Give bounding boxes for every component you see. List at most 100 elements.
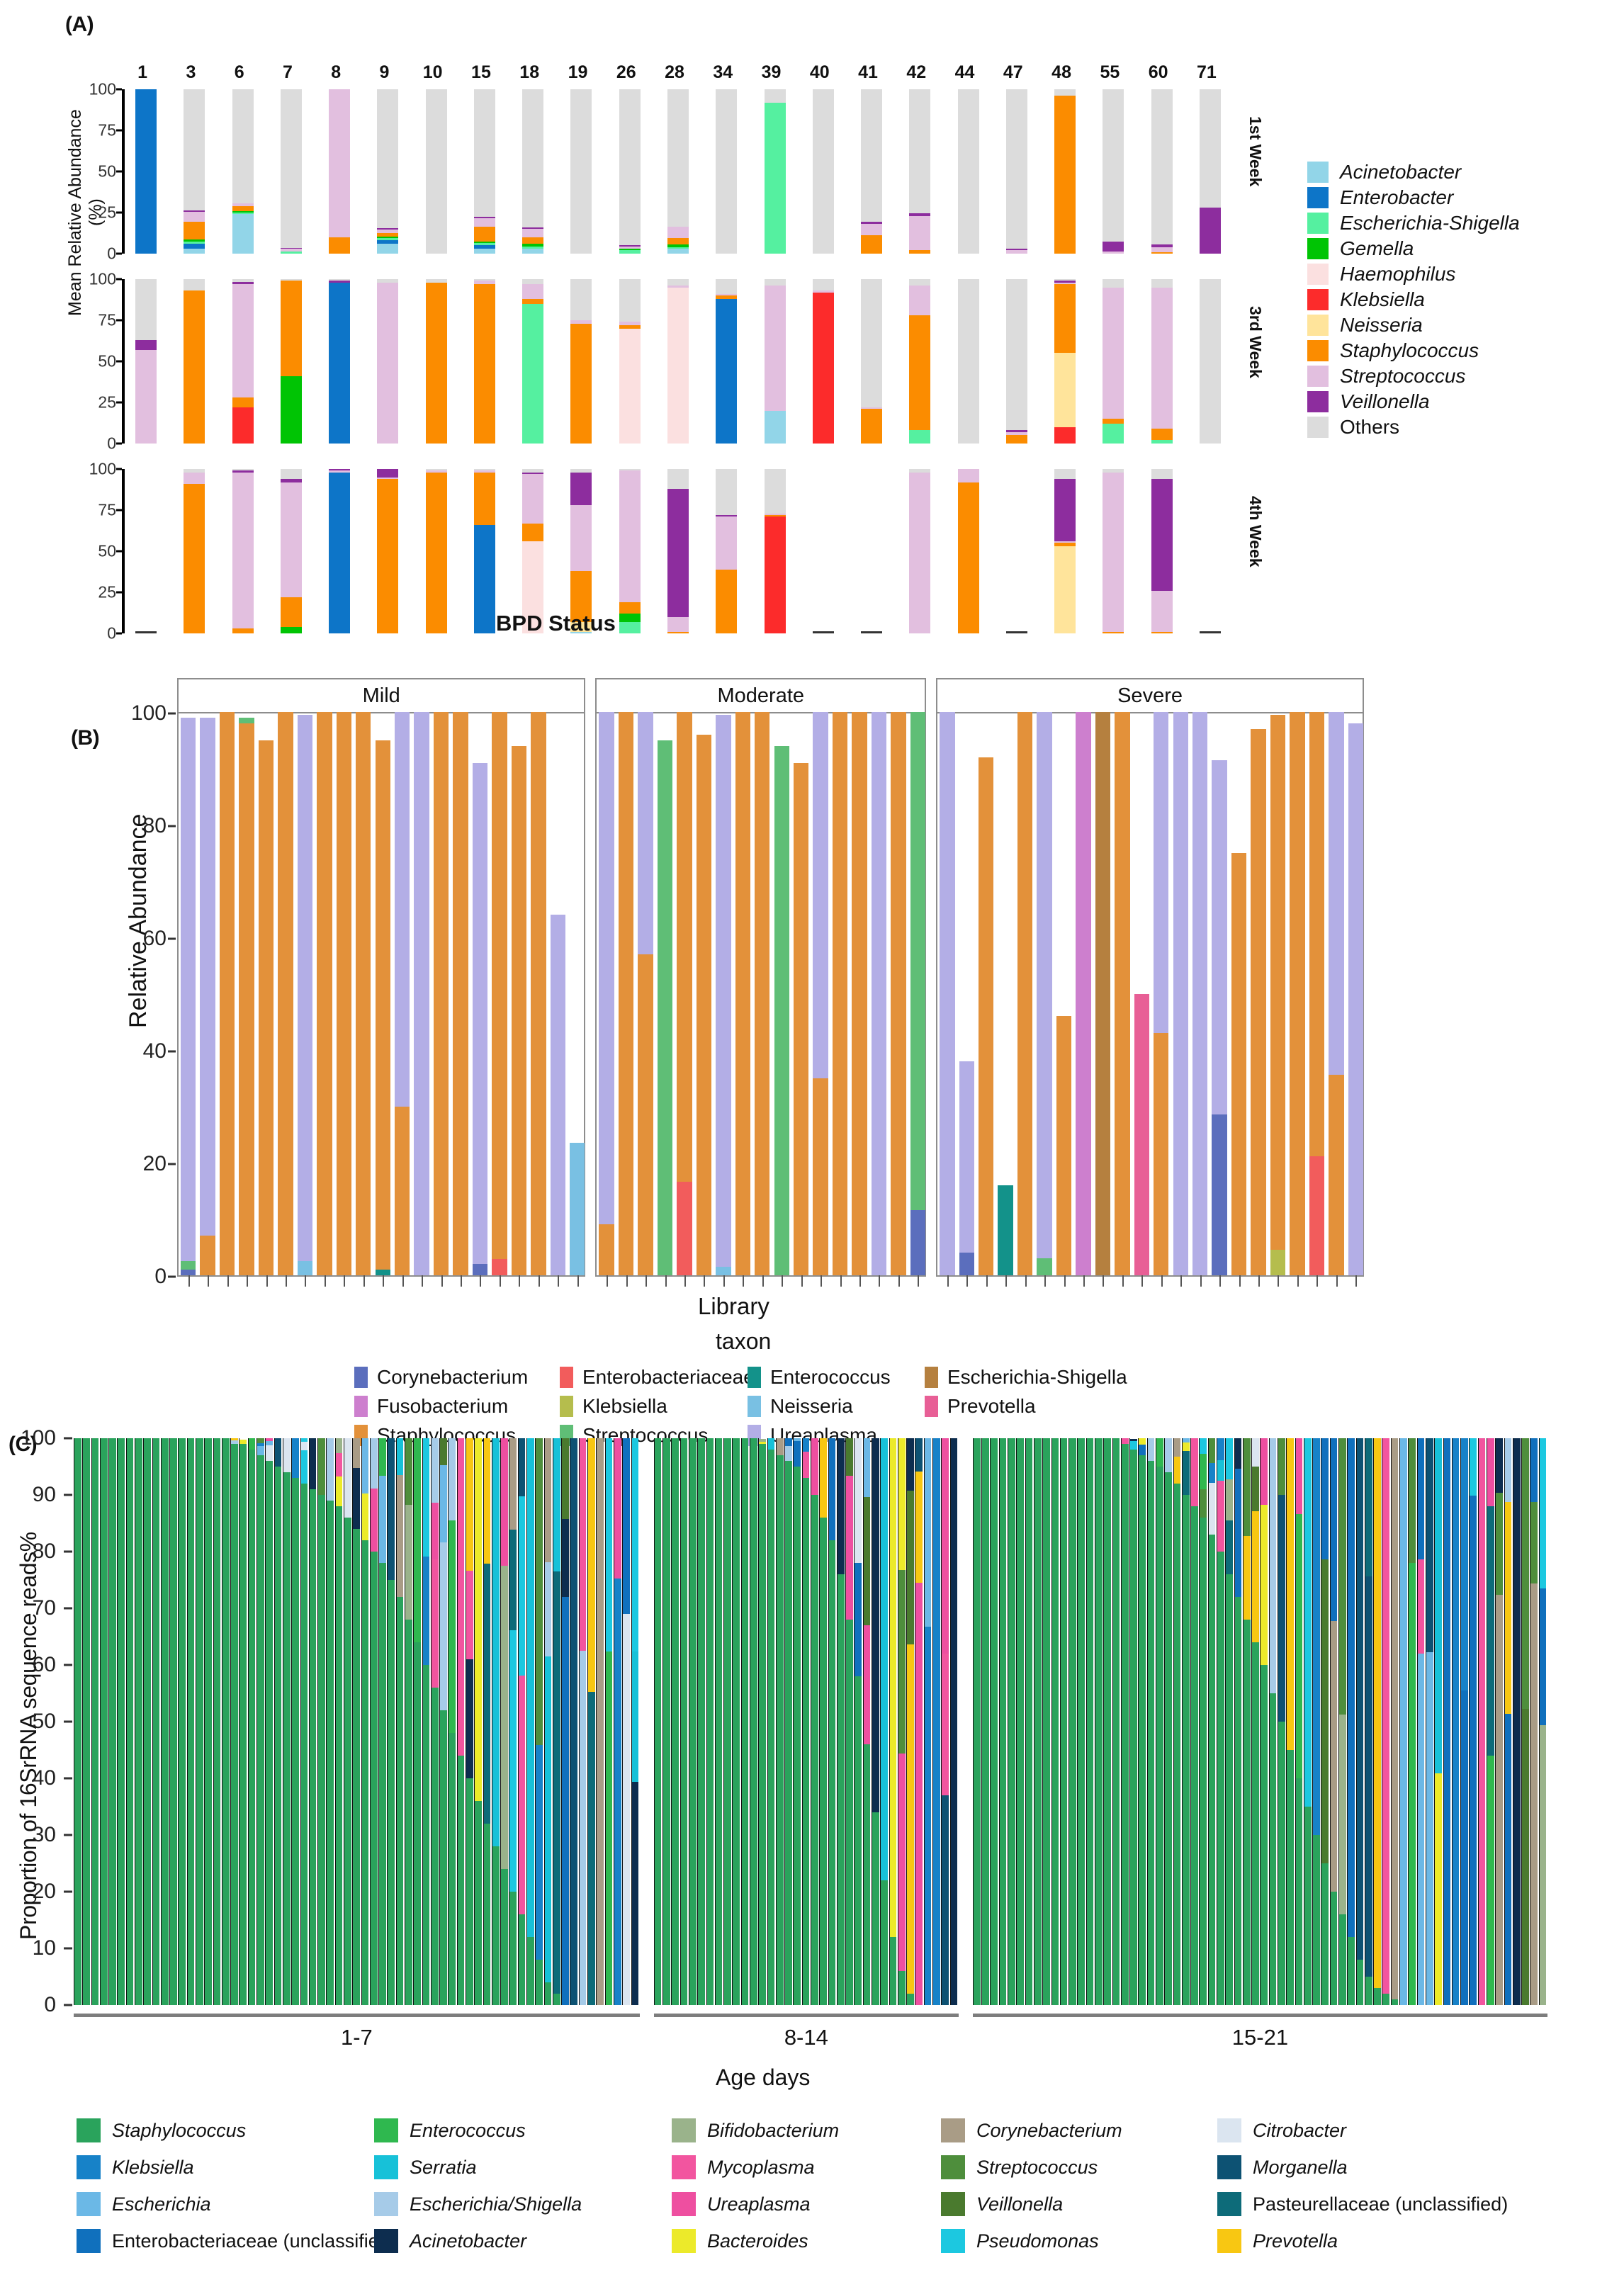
panel-c-bar-segment xyxy=(501,1869,508,2005)
panel-c-stacked-bar xyxy=(413,1438,421,2005)
panel-c-bar-segment xyxy=(680,1438,688,2005)
panel-c-stacked-bar xyxy=(213,1438,221,2005)
panel-a-y-tick-mark xyxy=(116,129,122,132)
panel-a-bar-segment xyxy=(280,247,302,249)
panel-c-bar-segment xyxy=(405,1504,412,1620)
panel-a-bar-segment xyxy=(1151,244,1173,247)
panel-a-stacked-bar xyxy=(667,89,689,254)
panel-c-stacked-bar xyxy=(1199,1438,1207,2005)
panel-c-stacked-bar xyxy=(1469,1438,1477,2005)
panel-c-bar-segment xyxy=(266,1438,274,1441)
panel-c-bar-segment xyxy=(907,1490,914,1644)
panel-c-bar-segment xyxy=(1182,1495,1190,2005)
panel-a-stacked-bar xyxy=(1151,89,1173,254)
panel-c-stacked-bar xyxy=(1077,1438,1086,2005)
panel-c-stacked-bar xyxy=(578,1438,587,2005)
panel-c-stacked-bar xyxy=(543,1438,552,2005)
panel-c-bar-segment xyxy=(872,1438,879,1812)
panel-c-bar-segment xyxy=(544,1562,552,1657)
panel-b-stacked-bar xyxy=(433,712,449,1275)
panel-c-bar-segment xyxy=(1330,1438,1338,1622)
panel-a-stacked-bar xyxy=(570,469,592,633)
panel-c-legend-label: Mycoplasma xyxy=(707,2156,815,2178)
panel-b-bar-segment xyxy=(657,740,673,1275)
panel-a-bar-segment xyxy=(1054,543,1076,547)
panel-a-bar-segment xyxy=(280,482,302,597)
panel-b-legend-item: Enterobacteriaceae xyxy=(560,1366,755,1389)
panel-c-y-tick-mark xyxy=(64,1947,72,1950)
panel-b-bar-segment xyxy=(181,1261,196,1270)
panel-a-bar-segment xyxy=(667,279,689,286)
panel-b-stacked-bar xyxy=(356,712,371,1275)
panel-a-bar-segment xyxy=(329,472,351,633)
panel-a-subject-label: 60 xyxy=(1148,62,1168,82)
panel-c-bar-segment xyxy=(109,1438,116,2005)
panel-b-bar-segment xyxy=(511,745,527,1275)
panel-a-stacked-bar xyxy=(909,89,931,254)
panel-c-stacked-bar xyxy=(897,1438,906,2005)
panel-b-x-tick-mark xyxy=(499,1275,501,1287)
panel-c-bar-segment xyxy=(1539,1725,1547,2005)
panel-c-age-group xyxy=(972,1438,1547,2005)
panel-a-subject-label: 10 xyxy=(422,62,443,82)
panel-c-stacked-bar xyxy=(1059,1438,1068,2005)
panel-a-week-row: 0 25 50 75 100 xyxy=(89,80,1234,263)
panel-c-bar-segment xyxy=(1182,1442,1190,1452)
panel-c-stacked-bar xyxy=(99,1438,108,2005)
panel-b-stacked-bar xyxy=(239,712,254,1275)
panel-c-stacked-bar xyxy=(308,1438,317,2005)
panel-a-legend-item: Klebsiella xyxy=(1307,288,1520,310)
panel-a-bar-segment xyxy=(909,286,931,316)
panel-a-bar-segment xyxy=(1005,431,1027,436)
panel-c-bar-segment xyxy=(257,1438,264,1444)
panel-c-bar-segment xyxy=(1078,1438,1086,2005)
panel-c-bar-segment xyxy=(266,1461,274,2005)
panel-c-bar-segment xyxy=(213,1438,221,2005)
panel-b-x-tick-mark xyxy=(1161,1275,1163,1287)
panel-a-subject-label: 71 xyxy=(1196,62,1217,82)
panel-c-stacked-bar xyxy=(1086,1438,1094,2005)
panel-a-stacked-bar xyxy=(522,279,544,444)
panel-c-bar-segment xyxy=(300,1441,308,1450)
panel-b-bar-segment xyxy=(1134,993,1150,1275)
panel-c-bar-segment xyxy=(1504,1438,1512,1502)
panel-c-bar-segment xyxy=(1530,1583,1538,2005)
panel-b-x-tick-mark xyxy=(1316,1275,1319,1287)
panel-c-stacked-bar xyxy=(587,1438,595,2005)
panel-a-bar-segment xyxy=(425,472,447,633)
panel-c-bar-segment xyxy=(1200,1438,1207,1455)
panel-c-stacked-bar xyxy=(906,1438,914,2005)
panel-c-bar-segment xyxy=(1321,1438,1329,1560)
panel-c-bar-segment xyxy=(794,1438,801,1442)
panel-a-bar-segment xyxy=(1054,546,1076,633)
panel-a-bar-segment xyxy=(909,89,931,214)
panel-a-bar-segment xyxy=(570,320,592,324)
panel-a-bar-segment xyxy=(280,89,302,248)
panel-a-y-tick-mark xyxy=(116,211,122,214)
panel-b-facet-plot xyxy=(179,712,585,1287)
panel-c-bar-segment xyxy=(785,1446,792,1461)
panel-a-bar-segment xyxy=(667,89,689,227)
panel-b-x-tick-mark xyxy=(947,1275,949,1287)
panel-b-x-tick-mark xyxy=(324,1275,326,1287)
panel-a-bar-segment xyxy=(619,249,641,251)
panel-a-stacked-bar xyxy=(135,469,157,633)
panel-c-bar-segment xyxy=(802,1452,810,1478)
panel-a-stacked-bar xyxy=(1151,279,1173,444)
panel-a-bar-segment xyxy=(522,244,544,247)
panel-c-bar-segment xyxy=(1200,1518,1207,2005)
panel-c-bar-segment xyxy=(1217,1459,1224,1481)
panel-c-stacked-bar xyxy=(1051,1438,1059,2005)
panel-b-y-tick-label: 0 xyxy=(154,1265,167,1288)
panel-b-stacked-bar xyxy=(1017,712,1033,1275)
panel-a-bar-segment xyxy=(473,216,495,219)
panel-c-legend-swatch xyxy=(1217,2118,1241,2142)
panel-c-legend-swatch xyxy=(374,2192,398,2216)
panel-a-bar-segment xyxy=(280,279,302,281)
panel-b-stacked-bar xyxy=(297,712,313,1275)
panel-a-bar-segment xyxy=(377,279,399,283)
panel-c-stacked-bar xyxy=(1173,1438,1181,2005)
panel-c-stacked-bar xyxy=(439,1438,447,2005)
panel-b-x-tick-mark xyxy=(461,1275,463,1287)
panel-c-stacked-bar xyxy=(1329,1438,1338,2005)
